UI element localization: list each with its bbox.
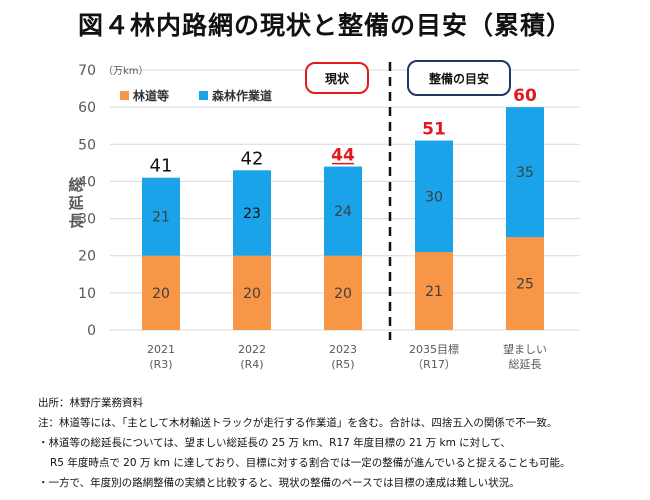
total-value-label: 41 — [150, 156, 173, 177]
x-tick-label: (R5) — [331, 358, 354, 371]
x-tick-label: 2035目標 — [409, 342, 459, 356]
x-tick-label: 総延長 — [509, 357, 542, 371]
y-unit-label: （万km） — [103, 65, 149, 77]
segment-value-label: 30 — [425, 189, 443, 205]
current-status-box — [305, 62, 369, 94]
segment-value-label: 21 — [152, 210, 170, 226]
y-tick-label: 60 — [78, 100, 96, 116]
bullet-note-2: ・一方で、年度別の路網整備の実績と比較すると、現状の整備のペースでは目標の達成は… — [38, 477, 520, 489]
segment-value-label: 21 — [425, 284, 443, 300]
bar-segment-rindo — [415, 252, 453, 330]
segment-value-label: 20 — [243, 286, 261, 302]
chart-title: 図４林内路網の現状と整備の目安（累積） — [77, 11, 572, 40]
bar-segment-sagyodo — [233, 170, 271, 256]
y-tick-label: 20 — [78, 249, 96, 265]
legend-swatch-sagyodo — [199, 91, 208, 100]
bullet-note-1: ・林道等の総延長については、望ましい総延長の 25 万 km、R17 年度目標の… — [38, 437, 511, 449]
x-tick-label: 望ましい — [503, 343, 547, 356]
segment-value-label: 20 — [152, 286, 170, 302]
segment-value-label: 23 — [243, 206, 261, 222]
current-status-label: 現状 — [325, 71, 350, 86]
total-value-label: 44 — [331, 146, 355, 166]
x-tick-label: （R17） — [412, 358, 456, 371]
bar-segment-sagyodo — [142, 177, 180, 256]
bar-segment-rindo — [142, 255, 180, 330]
x-tick-label: (R4) — [240, 358, 263, 371]
bar-segment-rindo — [233, 255, 271, 330]
target-label: 整備の目安 — [428, 71, 489, 86]
legend-label-rindo: 林道等 — [133, 88, 169, 103]
source-note: 出所：林野庁業務資料 — [38, 397, 143, 409]
total-value-label: 51 — [422, 120, 446, 140]
y-tick-label: 10 — [78, 286, 96, 302]
bar-segment-sagyodo — [506, 107, 544, 238]
y-axis-label-char: 延 — [67, 194, 84, 212]
y-tick-label: 30 — [78, 212, 96, 228]
segment-value-label: 20 — [334, 286, 352, 302]
x-tick-label: 2022 — [238, 343, 266, 356]
bar-segment-sagyodo — [324, 166, 362, 256]
total-value-label: 42 — [241, 148, 264, 169]
x-tick-label: 2023 — [329, 343, 357, 356]
legend-swatch-rindo — [120, 91, 129, 100]
y-tick-label: 40 — [78, 174, 96, 190]
target-box — [407, 60, 511, 96]
footnotes: 出所：林野庁業務資料 注：林道等には、「主として木材輸送トラックが走行する作業道… — [38, 393, 638, 493]
y-tick-label: 0 — [87, 323, 96, 339]
segment-value-label: 35 — [516, 165, 534, 181]
segment-value-label: 24 — [334, 204, 352, 220]
y-tick-label: 70 — [78, 63, 96, 79]
bullet-note-1-continued: R5 年度時点で 20 万 km に達しており、目標に対する割合では一定の整備が… — [50, 457, 571, 469]
segment-value-label: 25 — [516, 277, 534, 293]
bar-segment-sagyodo — [415, 140, 453, 252]
x-tick-label: (R3) — [149, 358, 172, 371]
y-axis-label-char: 長 — [68, 212, 84, 230]
bar-segment-rindo — [506, 237, 544, 330]
x-tick-label: 2021 — [147, 343, 175, 356]
total-value-label: 60 — [513, 86, 537, 106]
legend-label-sagyodo: 森林作業道 — [212, 88, 272, 103]
y-axis-label-char: 総 — [68, 176, 83, 194]
bar-segment-rindo — [324, 255, 362, 330]
y-tick-label: 50 — [78, 137, 96, 153]
definition-note: 注：林道等には、「主として木材輸送トラックが走行する作業道」を含む。合計は、四捨… — [38, 417, 558, 429]
